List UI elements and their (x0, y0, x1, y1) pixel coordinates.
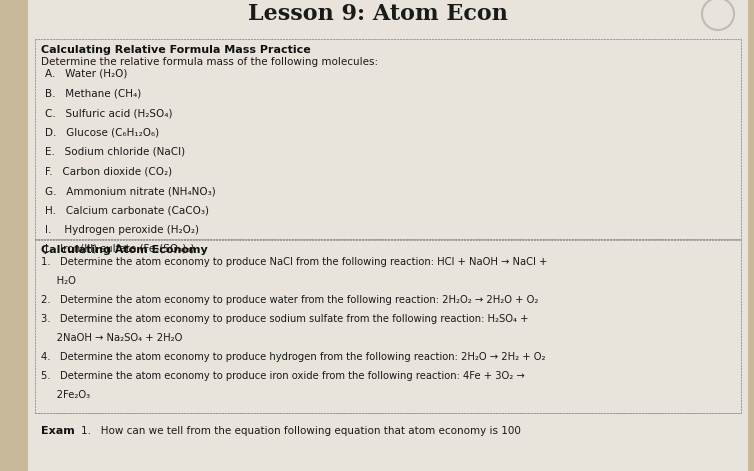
Text: E.   Sodium chloride (NaCl): E. Sodium chloride (NaCl) (45, 147, 185, 157)
Text: F.   Carbon dioxide (CO₂): F. Carbon dioxide (CO₂) (45, 167, 172, 177)
FancyBboxPatch shape (28, 0, 748, 471)
Text: C.   Sulfuric acid (H₂SO₄): C. Sulfuric acid (H₂SO₄) (45, 108, 173, 118)
Text: 2.   Determine the atom economy to produce water from the following reaction: 2H: 2. Determine the atom economy to produce… (41, 295, 538, 305)
Text: H₂O: H₂O (41, 276, 76, 286)
Text: D.   Glucose (C₆H₁₂O₆): D. Glucose (C₆H₁₂O₆) (45, 128, 159, 138)
Text: 4.   Determine the atom economy to produce hydrogen from the following reaction:: 4. Determine the atom economy to produce… (41, 352, 545, 362)
Text: J.   Iron(III) sulfate (Fe₂(SO₄)₃): J. Iron(III) sulfate (Fe₂(SO₄)₃) (45, 244, 195, 254)
Text: 2Fe₂O₃: 2Fe₂O₃ (41, 390, 90, 400)
Text: 3.   Determine the atom economy to produce sodium sulfate from the following rea: 3. Determine the atom economy to produce… (41, 314, 529, 324)
Text: 1.   Determine the atom economy to produce NaCl from the following reaction: HCl: 1. Determine the atom economy to produce… (41, 257, 547, 267)
Text: A.   Water (H₂O): A. Water (H₂O) (45, 69, 127, 79)
Text: G.   Ammonium nitrate (NH₄NO₃): G. Ammonium nitrate (NH₄NO₃) (45, 186, 216, 196)
Text: Lesson 9: Atom Econ: Lesson 9: Atom Econ (248, 3, 508, 25)
Text: B.   Methane (CH₄): B. Methane (CH₄) (45, 89, 141, 98)
Text: Determine the relative formula mass of the following molecules:: Determine the relative formula mass of t… (41, 57, 378, 67)
Text: Calculating Relative Formula Mass Practice: Calculating Relative Formula Mass Practi… (41, 45, 311, 55)
Text: Exam: Exam (41, 426, 75, 436)
Text: 2NaOH → Na₂SO₄ + 2H₂O: 2NaOH → Na₂SO₄ + 2H₂O (41, 333, 182, 343)
Text: I.    Hydrogen peroxide (H₂O₂): I. Hydrogen peroxide (H₂O₂) (45, 225, 199, 235)
Text: 1.   How can we tell from the equation following equation that atom economy is 1: 1. How can we tell from the equation fol… (81, 426, 521, 436)
Text: Calculating Atom Economy: Calculating Atom Economy (41, 245, 208, 255)
Text: H.   Calcium carbonate (CaCO₃): H. Calcium carbonate (CaCO₃) (45, 205, 209, 216)
Text: 5.   Determine the atom economy to produce iron oxide from the following reactio: 5. Determine the atom economy to produce… (41, 371, 525, 381)
